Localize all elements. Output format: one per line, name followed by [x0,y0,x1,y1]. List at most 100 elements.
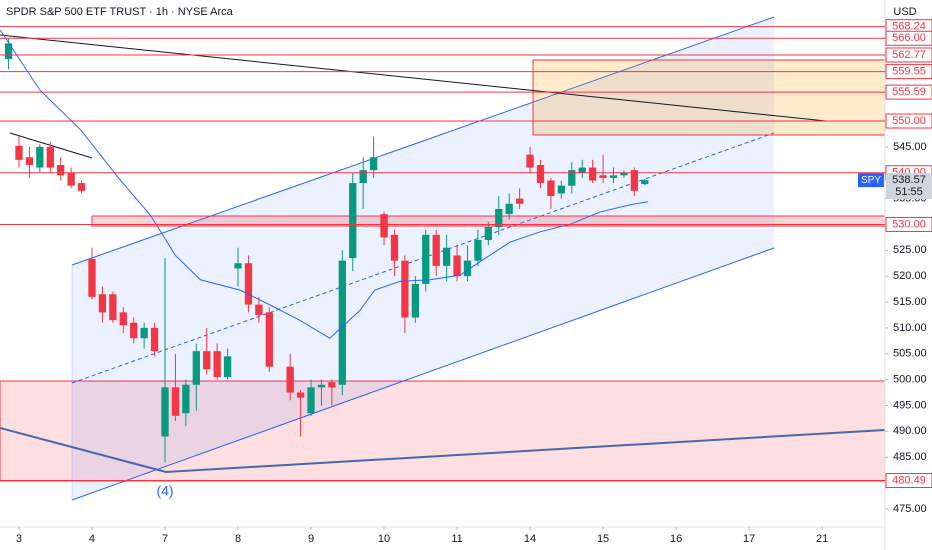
candle-body [203,351,211,370]
candle-body [265,312,273,367]
candle-body [568,170,576,186]
countdown: 51:55 [895,186,923,198]
symbol-tag-box [858,173,884,188]
candle-body [349,183,357,259]
candle-body [422,234,430,284]
channel-lower [71,247,775,501]
candle-body [484,227,492,240]
x-tick-label: 11 [451,533,462,545]
candle-body [641,180,649,185]
y-tick-label: 495.00 [893,399,927,411]
y-tick-label: 520.00 [893,270,927,282]
level-label: 562.77 [892,49,926,61]
candle-body [161,387,169,437]
candle-body [25,157,34,165]
candle-body [98,294,107,313]
level-label-box [885,30,932,46]
moving-average [0,29,649,339]
candle-body [46,146,54,168]
x-tick-label: 16 [670,533,682,545]
candle-body [557,185,566,194]
candle-body [171,387,180,416]
candle-body [317,384,326,388]
price-tag-box [886,173,932,200]
candle-body [130,322,138,339]
level-label-box [885,47,932,63]
candle-body [588,167,597,181]
candle-body [578,167,586,173]
candle-body [380,214,388,238]
candle-body [88,259,96,297]
candle-body [547,180,555,197]
candle-body [338,260,346,385]
price-tag: 538.57 [892,174,926,186]
candle-body [77,183,86,191]
candle-body [119,312,127,326]
x-tick-label: 14 [524,533,536,545]
candle-body [401,260,409,318]
demand-zone [0,380,886,482]
level-label: 480.49 [892,474,926,486]
y-tick-label: 510.00 [893,322,927,334]
level-label-box [885,64,932,80]
candle-body [432,234,440,266]
candle-body [36,146,44,168]
y-tick-label: 505.00 [893,348,927,360]
candle-body [526,154,534,168]
candle-body [453,255,461,277]
candle-body [15,145,23,160]
candle-body [536,164,545,184]
level-label-box [885,216,932,232]
x-tick-label: 15 [597,533,609,545]
level-label: 550.00 [892,115,926,127]
candle-body [390,234,399,261]
candle-body [609,175,618,178]
candle-body [411,283,419,318]
level-label: 559.55 [892,66,926,78]
level-label: 530.00 [892,218,926,230]
y-tick-label: 500.00 [893,374,927,386]
symbol-tag: SPY [861,175,881,186]
candle-body [57,164,65,176]
x-tick-label: 17 [743,533,755,545]
candle-body [359,170,367,184]
x-tick-label: 3 [16,533,22,545]
currency: USD [893,6,916,18]
chart-title: SPDR S&P 500 ETF TRUST · 1h · NYSE Arca [6,6,234,18]
candle-body [442,247,451,266]
candle-body [505,203,513,215]
y-tick-label: 515.00 [893,296,927,308]
x-tick-label: 9 [308,533,314,545]
candle-body [182,384,190,414]
level-label: 555.59 [892,86,926,98]
supply-zone [532,59,886,136]
candle-body [463,260,472,277]
level-label-box [885,473,932,489]
x-tick-label: 21 [816,533,828,545]
candle-body [286,366,294,393]
x-tick-label: 10 [378,533,390,545]
candle-body [150,327,159,352]
candle-body [244,263,253,305]
channel-upper [71,16,775,266]
y-tick-label: 525.00 [893,244,927,256]
candle-body [307,387,315,414]
candle-body [515,198,524,204]
candle-body [234,263,242,269]
level-label: 566.00 [892,32,926,44]
x-tick-label: 8 [235,533,241,545]
candle-body [328,382,336,388]
trend-line [9,132,93,159]
level-label: 568.24 [892,21,926,33]
candle-body [474,239,482,261]
candle-body [223,356,232,378]
candle-body [296,392,305,398]
y-tick-label: 475.00 [893,503,927,515]
trend-line [0,34,827,122]
candle-body [140,327,148,339]
level-label-box [885,84,932,100]
candle-body [109,294,117,321]
candle-body [495,208,503,228]
candle-body [4,43,13,59]
